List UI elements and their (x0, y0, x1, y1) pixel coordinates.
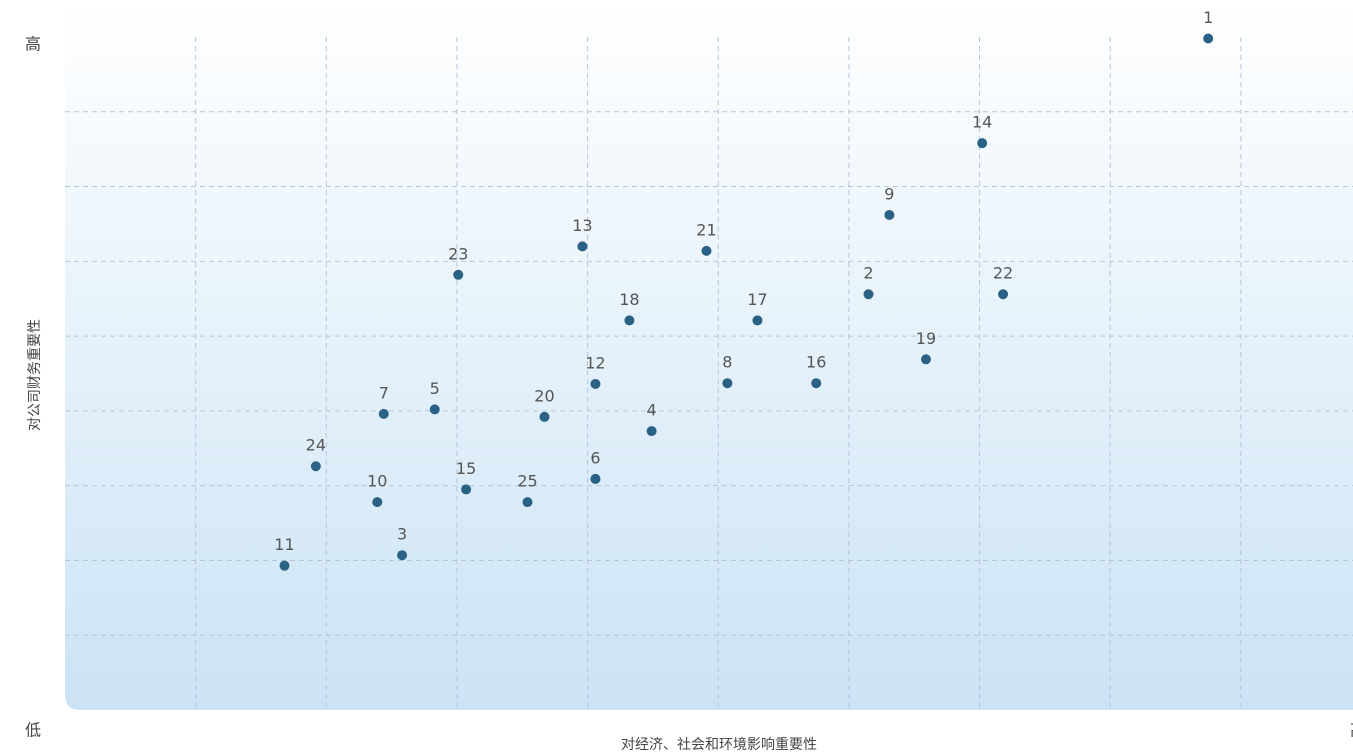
point (461, 484, 472, 495)
point-label: 25 (517, 472, 537, 491)
point-label: 7 (379, 383, 389, 402)
point (1203, 33, 1214, 44)
x-axis-title: 对经济、社会和环境影响重要性 (621, 737, 817, 753)
point-label: 18 (619, 290, 639, 309)
point-label: 16 (806, 353, 826, 372)
point-label: 12 (585, 353, 605, 372)
point-label: 13 (572, 216, 592, 235)
point-label: 24 (306, 436, 326, 455)
point-label: 3 (397, 525, 407, 544)
point-label: 21 (696, 220, 716, 239)
point (539, 411, 550, 422)
point-label: 17 (747, 290, 767, 309)
point-label: 23 (448, 244, 468, 263)
point-label: 19 (916, 329, 936, 348)
point (646, 426, 657, 437)
point (884, 209, 895, 220)
point (577, 241, 588, 252)
point (701, 245, 712, 256)
point-label: 2 (863, 264, 873, 283)
point (397, 550, 408, 561)
point (310, 461, 321, 472)
point (998, 289, 1009, 300)
point (590, 473, 601, 484)
point-label: 8 (722, 353, 732, 372)
point-label: 11 (274, 535, 294, 554)
point (722, 378, 733, 389)
point (811, 378, 822, 389)
point (372, 497, 383, 508)
point-label: 5 (430, 379, 440, 398)
y-axis-title: 对公司财务重要性 (27, 319, 43, 431)
point-label: 4 (647, 401, 657, 420)
point-label: 10 (367, 472, 387, 491)
point (453, 269, 464, 280)
point (863, 289, 874, 300)
y-high-label: 高 (25, 35, 41, 54)
point (429, 404, 440, 415)
point (522, 497, 533, 508)
point-label: 22 (993, 264, 1013, 283)
point (624, 315, 635, 326)
point (920, 354, 931, 365)
x-high-label: 高 (1350, 721, 1353, 740)
point-label: 14 (972, 113, 992, 132)
point (977, 138, 988, 149)
point-label: 20 (534, 386, 554, 405)
point-label: 15 (456, 459, 476, 478)
plot-background (65, 0, 1353, 710)
point-label: 9 (884, 184, 894, 203)
grid (65, 37, 1353, 710)
point (590, 378, 601, 389)
point-label: 6 (590, 448, 600, 467)
point (378, 408, 389, 419)
y-low-label: 低 (25, 721, 41, 740)
point (752, 315, 763, 326)
point-label: 1 (1203, 8, 1213, 27)
point (279, 560, 290, 571)
